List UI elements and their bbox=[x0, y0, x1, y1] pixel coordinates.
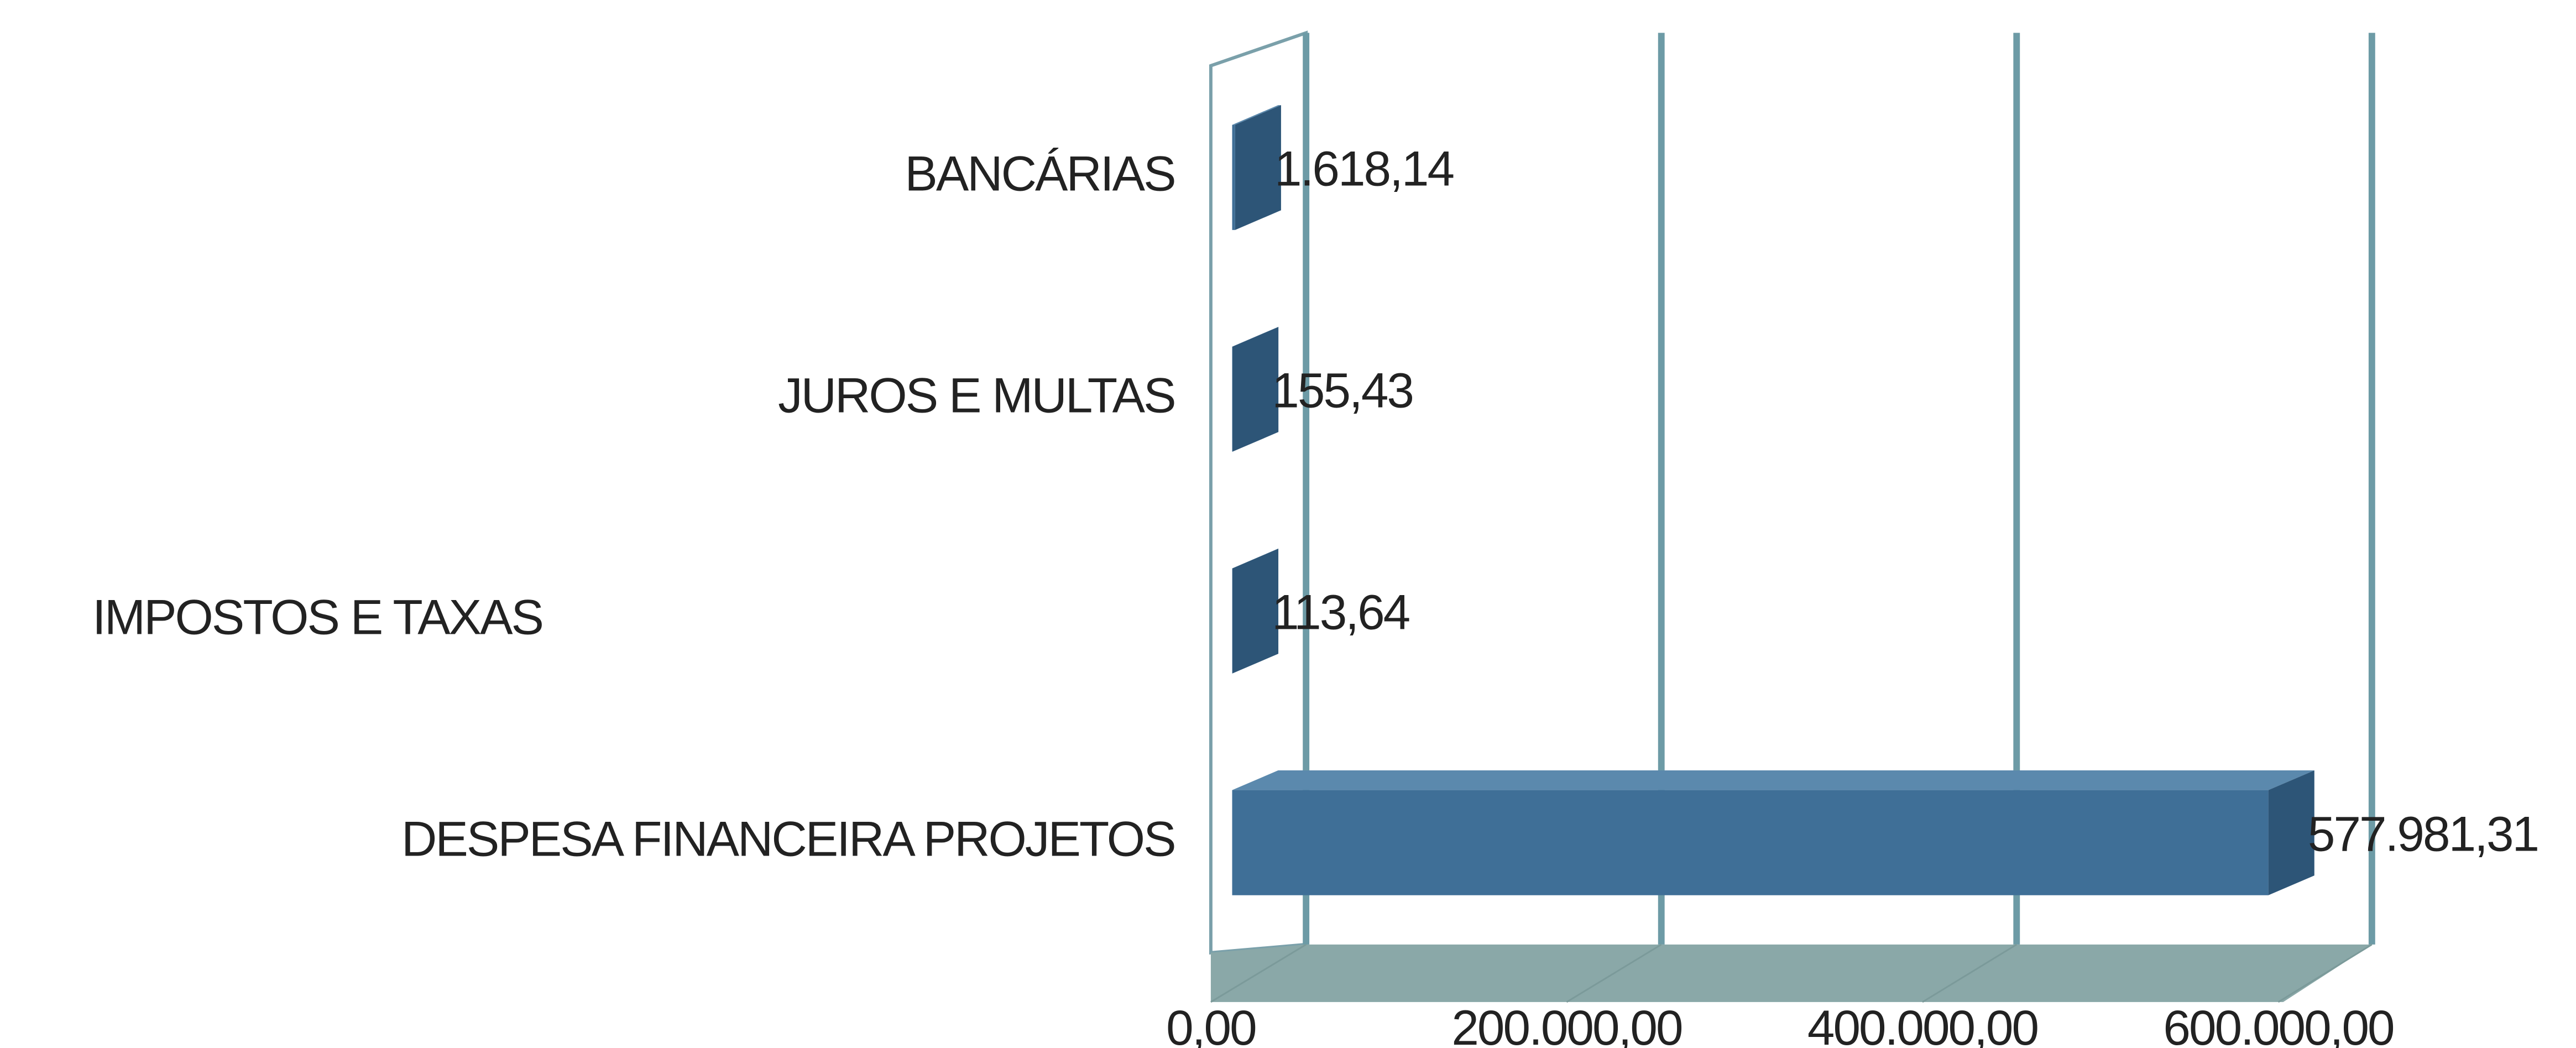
bar bbox=[1232, 327, 1279, 452]
bar-side bbox=[2268, 770, 2314, 895]
x-tick-label: 600.000,00 bbox=[2163, 1000, 2394, 1048]
floor-grid-line bbox=[2277, 943, 2373, 1003]
bar bbox=[1232, 105, 1281, 230]
bar-front bbox=[1232, 346, 1233, 452]
floor bbox=[1210, 944, 2372, 1002]
category-label: JUROS E MULTAS bbox=[778, 367, 1174, 423]
bar-top bbox=[1232, 327, 1279, 347]
value-label: 113,64 bbox=[1272, 584, 1409, 639]
value-label: 155,43 bbox=[1272, 362, 1413, 418]
bar-top bbox=[1232, 549, 1279, 569]
bar-top bbox=[1232, 105, 1281, 125]
bar-side bbox=[1235, 105, 1281, 230]
category-label: DESPESA FINANCEIRA PROJETOS bbox=[401, 811, 1175, 866]
floor-grid-line bbox=[1922, 943, 2018, 1003]
x-tick-label: 200.000,00 bbox=[1451, 1000, 1682, 1048]
value-label: 577.981,31 bbox=[2308, 806, 2538, 861]
x-tick-label: 400.000,00 bbox=[1807, 1000, 2038, 1048]
bar bbox=[1232, 770, 2314, 895]
floor-grid-line bbox=[1210, 943, 1307, 1003]
bar-side bbox=[1232, 327, 1279, 452]
bar-front bbox=[1232, 790, 2269, 895]
bar-top bbox=[1232, 770, 2314, 790]
bar-side bbox=[1232, 549, 1279, 674]
floor-grid-line bbox=[1566, 943, 1662, 1003]
category-label: BANCÁRIAS bbox=[905, 145, 1174, 201]
bar-front bbox=[1232, 124, 1235, 230]
value-label: 1.618,14 bbox=[1274, 140, 1453, 196]
bar bbox=[1232, 549, 1279, 674]
x-tick-label: 0,00 bbox=[1166, 1000, 1256, 1048]
category-label: IMPOSTOS E TAXAS bbox=[92, 589, 542, 644]
